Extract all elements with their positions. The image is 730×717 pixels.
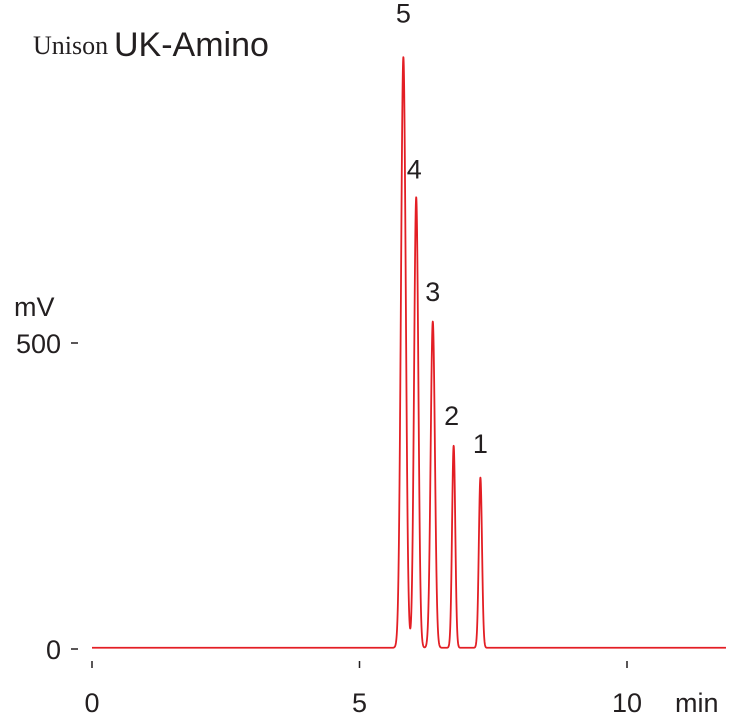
peak-label-2: 2 bbox=[444, 401, 459, 431]
y-axis-ticks: 0 500 bbox=[16, 329, 78, 665]
peak-label-1: 1 bbox=[473, 429, 488, 459]
y-axis-label: mV bbox=[14, 292, 55, 322]
x-tick-label: 10 bbox=[612, 688, 642, 717]
y-tick-label: 0 bbox=[46, 635, 61, 665]
chromatogram-trace bbox=[91, 56, 727, 649]
peak-labels: 5 4 3 21 bbox=[396, 0, 488, 459]
x-tick-label: 0 bbox=[84, 688, 99, 717]
x-axis-label: min bbox=[675, 688, 719, 717]
peak-label-4: 4 bbox=[407, 155, 422, 185]
y-tick-label: 500 bbox=[16, 329, 61, 359]
x-tick-label: 5 bbox=[352, 688, 367, 717]
chart-title-brand: Unison bbox=[33, 31, 108, 60]
x-axis-ticks: 0 5 10 bbox=[84, 661, 642, 717]
peak-label-3: 3 bbox=[425, 277, 440, 307]
peak-label-5: 5 bbox=[396, 0, 411, 28]
chart-title-product: UK-Amino bbox=[114, 26, 269, 64]
